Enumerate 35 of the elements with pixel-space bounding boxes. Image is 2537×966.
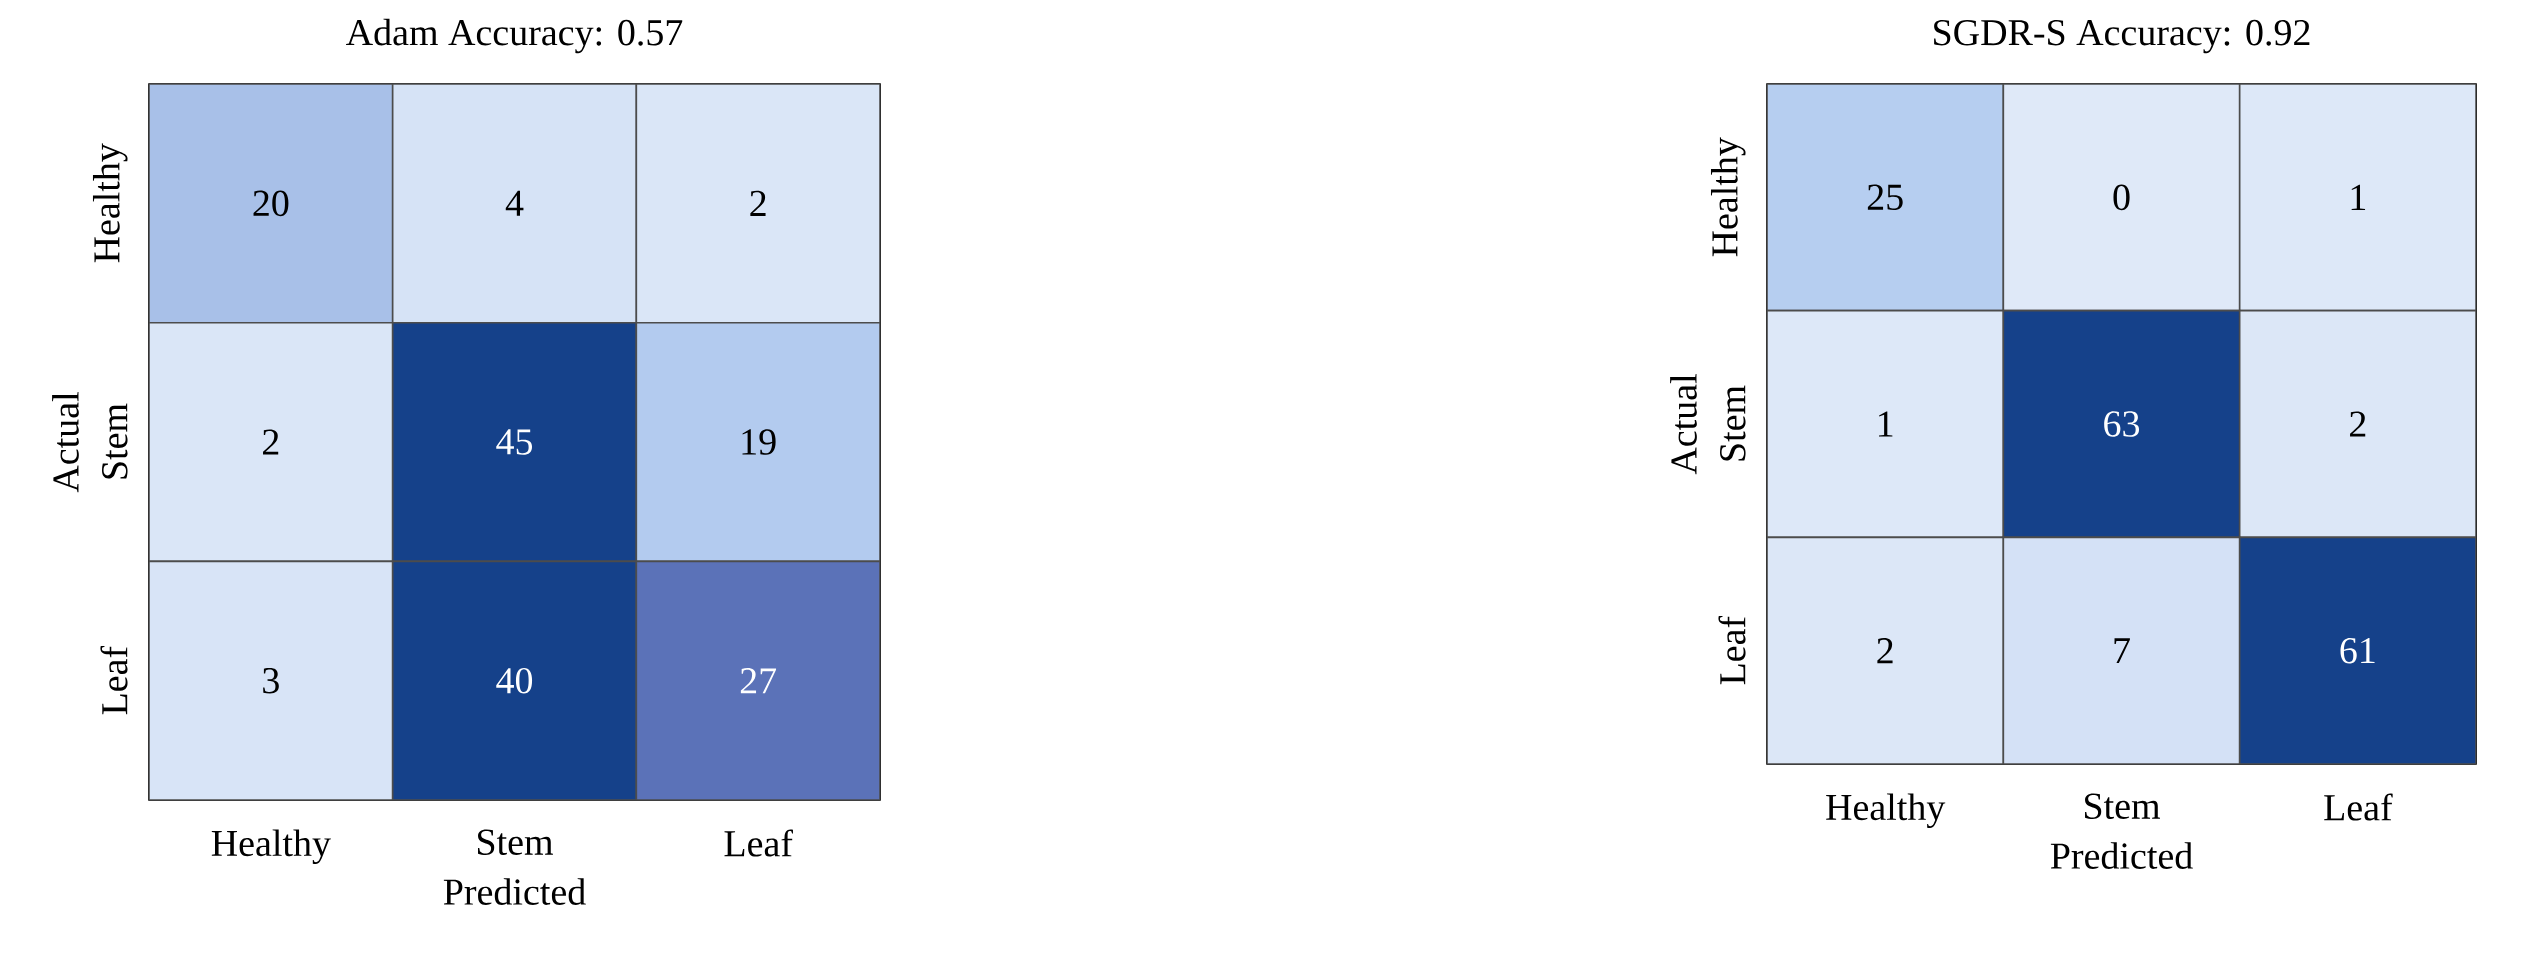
y-tick-label: Stem	[1720, 385, 1746, 461]
y-axis-title: Actual	[52, 392, 79, 493]
data-label: 1	[2351, 184, 2366, 210]
data-label: 0	[2113, 184, 2130, 211]
data-label: 4	[505, 190, 524, 216]
y-axis-title: Actual	[1670, 374, 1697, 475]
x-axis-title: Predicted	[443, 878, 586, 905]
y-tick-label: Leaf	[1718, 615, 1746, 685]
data-label: 2	[263, 429, 279, 455]
y-tick-label: Stem	[101, 403, 128, 479]
data-label: 20	[253, 190, 289, 217]
x-tick-label: Leaf	[724, 829, 793, 857]
x-tick-label: Stem	[2085, 793, 2160, 820]
data-label: 2	[1877, 638, 1893, 664]
chart-title: SGDR-S Accuracy: 0.92	[1934, 19, 2310, 54]
data-label: 19	[742, 429, 776, 455]
data-label: 2	[750, 190, 766, 216]
data-label: 7	[2114, 638, 2130, 664]
data-label: 25	[1867, 184, 1903, 211]
x-tick-label: Healthy	[1826, 793, 1946, 829]
data-label: 40	[496, 667, 533, 694]
data-label: 63	[2104, 411, 2140, 437]
data-label: 61	[2340, 637, 2375, 664]
y-tick-label: Healthy	[92, 143, 128, 263]
data-label: 3	[263, 667, 279, 694]
y-tick-label: Healthy	[1710, 137, 1746, 257]
data-label: 2	[2350, 411, 2366, 437]
x-tick-label: Leaf	[2324, 793, 2393, 821]
data-label: 45	[496, 429, 532, 455]
x-axis-title: Predicted	[2050, 842, 2193, 869]
data-label: 27	[740, 668, 777, 694]
x-tick-label: Stem	[478, 829, 553, 856]
y-tick-label: Leaf	[100, 645, 128, 715]
chart-title: Adam Accuracy: 0.57	[346, 18, 683, 54]
x-tick-label: Healthy	[211, 829, 331, 865]
